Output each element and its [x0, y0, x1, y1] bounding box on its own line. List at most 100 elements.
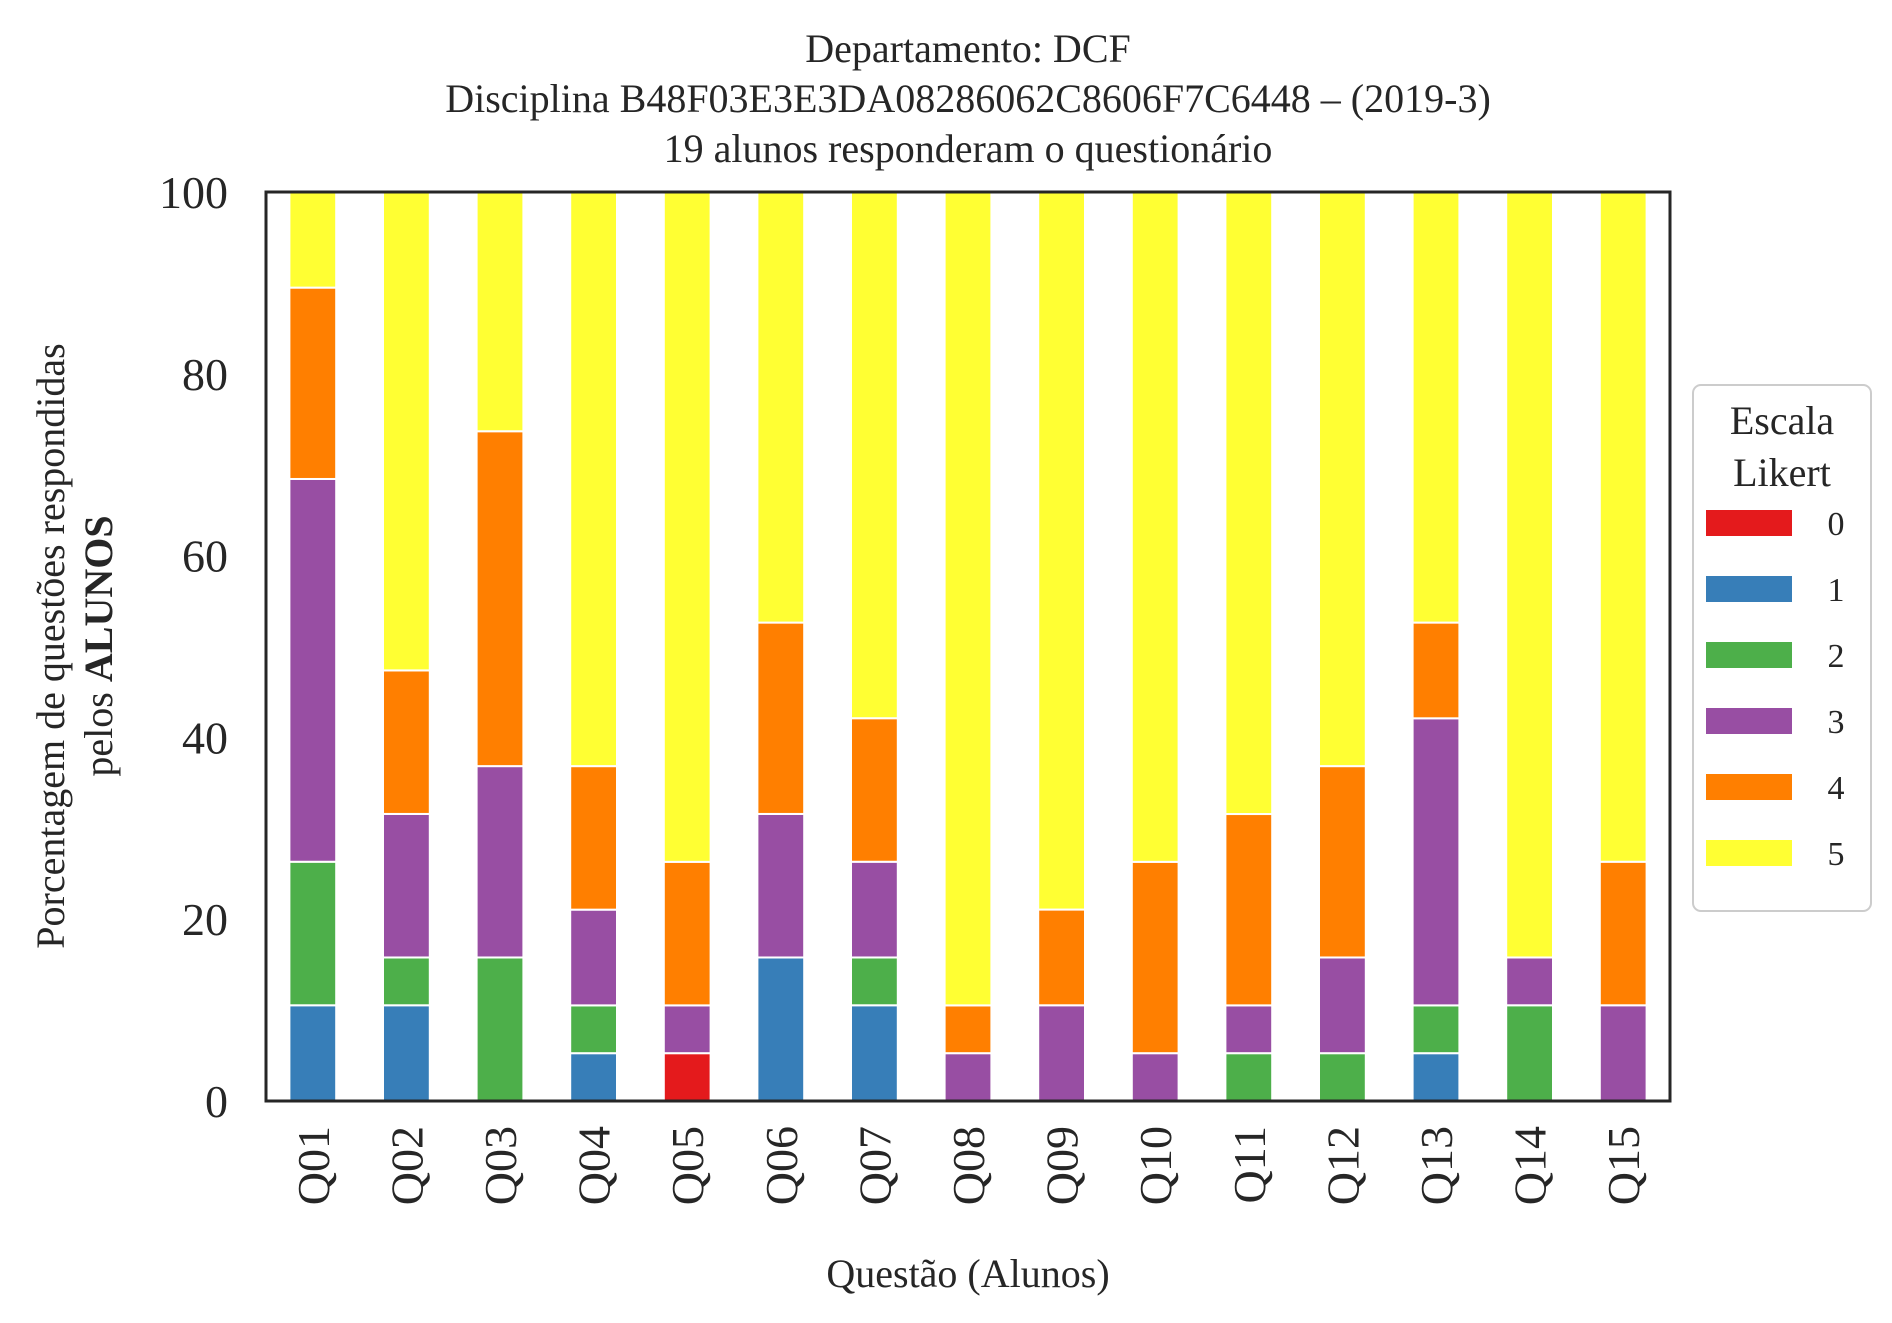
bar-segment-q07-likert-4 — [850, 717, 899, 863]
bar-segment-q05-likert-5 — [662, 191, 712, 863]
bar-segment-q14-likert-3 — [1505, 956, 1554, 1007]
bar-segment-q06-likert-5 — [756, 191, 806, 624]
y-tick-label: 100 — [159, 167, 228, 218]
bar-segment-q10-likert-5 — [1130, 191, 1180, 863]
bar-segment-q07-likert-3 — [850, 860, 899, 959]
y-axis-label-line-1: Porcentagem de questões respondidas — [28, 343, 73, 948]
bar-segment-q01-likert-3 — [288, 477, 338, 863]
y-axis-label-bold: ALUNOS — [76, 515, 121, 682]
plot-frame — [264, 190, 1672, 1103]
bar-segment-q11-likert-4 — [1224, 813, 1274, 1007]
bar-segment-q04-likert-5 — [569, 191, 619, 768]
bar-segment-q03-likert-4 — [475, 430, 525, 768]
x-tick-label-q12: Q12 — [1317, 1126, 1368, 1205]
chart-title-line-1: Departamento: DCF — [805, 26, 1131, 71]
bar-segment-q07-likert-5 — [850, 191, 899, 720]
bar-segment-q02-likert-4 — [382, 669, 431, 815]
y-axis-label-prefix: pelos — [76, 682, 121, 776]
legend-swatch-3 — [1706, 708, 1792, 734]
bar-segment-q15-likert-5 — [1598, 191, 1648, 863]
bar-segment-q12-likert-5 — [1318, 191, 1367, 768]
bar-segment-q07-likert-1 — [850, 1004, 899, 1102]
bars-group — [288, 190, 1648, 1103]
bar-segment-q13-likert-3 — [1411, 717, 1461, 1007]
legend-swatch-1 — [1706, 576, 1792, 602]
legend-swatch-5 — [1706, 840, 1792, 866]
bar-segment-q12-likert-2 — [1318, 1052, 1367, 1103]
bar-segment-q02-likert-3 — [382, 812, 431, 959]
bar-segment-q13-likert-5 — [1411, 191, 1461, 624]
bar-segment-q04-likert-4 — [569, 765, 619, 911]
x-tick-label-q04: Q04 — [569, 1126, 620, 1205]
legend-label-0: 0 — [1828, 506, 1845, 543]
legend-swatch-0 — [1706, 510, 1792, 536]
legend-label-4: 4 — [1828, 770, 1845, 807]
x-tick-label-q06: Q06 — [756, 1126, 807, 1205]
bar-segment-q02-likert-5 — [382, 191, 431, 672]
chart-title-line-3: 19 alunos responderam o questionário — [664, 126, 1273, 171]
y-tick-label: 40 — [182, 712, 228, 763]
bar-segment-q04-likert-1 — [569, 1052, 619, 1103]
x-tick-label-q07: Q07 — [849, 1126, 900, 1205]
bar-segment-q06-likert-3 — [756, 812, 806, 959]
bar-segment-q02-likert-1 — [382, 1004, 431, 1102]
bar-segment-q13-likert-1 — [1411, 1052, 1461, 1103]
bar-segment-q05-likert-3 — [662, 1004, 712, 1055]
bar-segment-q10-likert-3 — [1130, 1052, 1180, 1103]
x-tick-label-q03: Q03 — [475, 1126, 526, 1205]
bar-segment-q09-likert-5 — [1037, 190, 1086, 911]
x-tick-label-q11: Q11 — [1224, 1126, 1275, 1204]
bar-segment-q13-likert-2 — [1411, 1004, 1461, 1055]
legend-label-2: 2 — [1828, 638, 1845, 675]
bar-segment-q05-likert-0 — [662, 1052, 712, 1103]
y-axis-label-line-2: pelos ALUNOS — [76, 515, 121, 776]
x-tick-label-q05: Q05 — [662, 1126, 713, 1205]
legend-label-1: 1 — [1828, 572, 1845, 609]
legend-swatch-4 — [1706, 774, 1792, 800]
x-tick-label-q01: Q01 — [288, 1126, 339, 1205]
bar-segment-q09-likert-3 — [1037, 1004, 1086, 1102]
bar-segment-q14-likert-2 — [1505, 1004, 1554, 1102]
x-tick-label-q15: Q15 — [1598, 1126, 1649, 1205]
y-tick-label: 0 — [205, 1076, 228, 1127]
legend: Escala Likert 0 1 2 3 4 5 — [1692, 384, 1872, 912]
x-tick-label-q09: Q09 — [1037, 1126, 1088, 1205]
x-tick-label-q10: Q10 — [1130, 1126, 1181, 1205]
legend-title-line-2: Likert — [1733, 450, 1831, 495]
bar-segment-q11-likert-3 — [1224, 1004, 1274, 1055]
bar-segment-q11-likert-5 — [1224, 191, 1274, 816]
chart-title-line-2: Disciplina B48F03E3E3DA08286062C8606F7C6… — [445, 76, 1491, 121]
bar-segment-q01-likert-4 — [288, 286, 338, 480]
x-tick-label-q08: Q08 — [943, 1126, 994, 1205]
bar-segment-q01-likert-5 — [288, 190, 338, 289]
bar-segment-q07-likert-2 — [850, 956, 899, 1007]
legend-label-5: 5 — [1828, 836, 1845, 873]
legend-title-line-1: Escala — [1730, 398, 1835, 443]
bar-segment-q15-likert-3 — [1598, 1004, 1648, 1102]
bar-segment-q10-likert-4 — [1130, 860, 1180, 1055]
bar-segment-q01-likert-2 — [288, 860, 338, 1007]
bar-segment-q04-likert-3 — [569, 908, 619, 1007]
bar-segment-q08-likert-4 — [943, 1004, 993, 1055]
y-axis-label: Porcentagem de questões respondidas pelo… — [28, 343, 121, 948]
x-tick-label-q02: Q02 — [381, 1126, 432, 1205]
bar-segment-q15-likert-4 — [1598, 860, 1648, 1007]
x-axis-label: Questão (Alunos) — [826, 1251, 1109, 1296]
x-tick-label-q13: Q13 — [1411, 1126, 1462, 1205]
legend-entries: 0 1 2 3 4 5 — [1706, 506, 1845, 873]
bar-segment-q09-likert-4 — [1037, 908, 1086, 1007]
legend-label-3: 3 — [1828, 704, 1845, 741]
bar-segment-q04-likert-2 — [569, 1004, 619, 1055]
x-axis-ticks: Q01 Q02 Q03 Q04 Q05 Q06 Q07 Q08 Q09 Q10 Q11 Q12 Q13 Q… — [288, 1126, 1649, 1205]
bar-segment-q06-likert-1 — [756, 956, 806, 1102]
bar-segment-q14-likert-5 — [1505, 191, 1554, 959]
bar-segment-q06-likert-4 — [756, 621, 806, 815]
bar-segment-q03-likert-5 — [475, 191, 525, 433]
x-tick-label-q14: Q14 — [1505, 1126, 1556, 1205]
bar-segment-q12-likert-4 — [1318, 765, 1367, 959]
y-tick-label: 80 — [182, 349, 228, 400]
bar-segment-q01-likert-1 — [288, 1004, 338, 1102]
y-tick-label: 60 — [182, 531, 228, 582]
y-axis-ticks: 0 20 40 60 80 100 — [159, 167, 228, 1127]
